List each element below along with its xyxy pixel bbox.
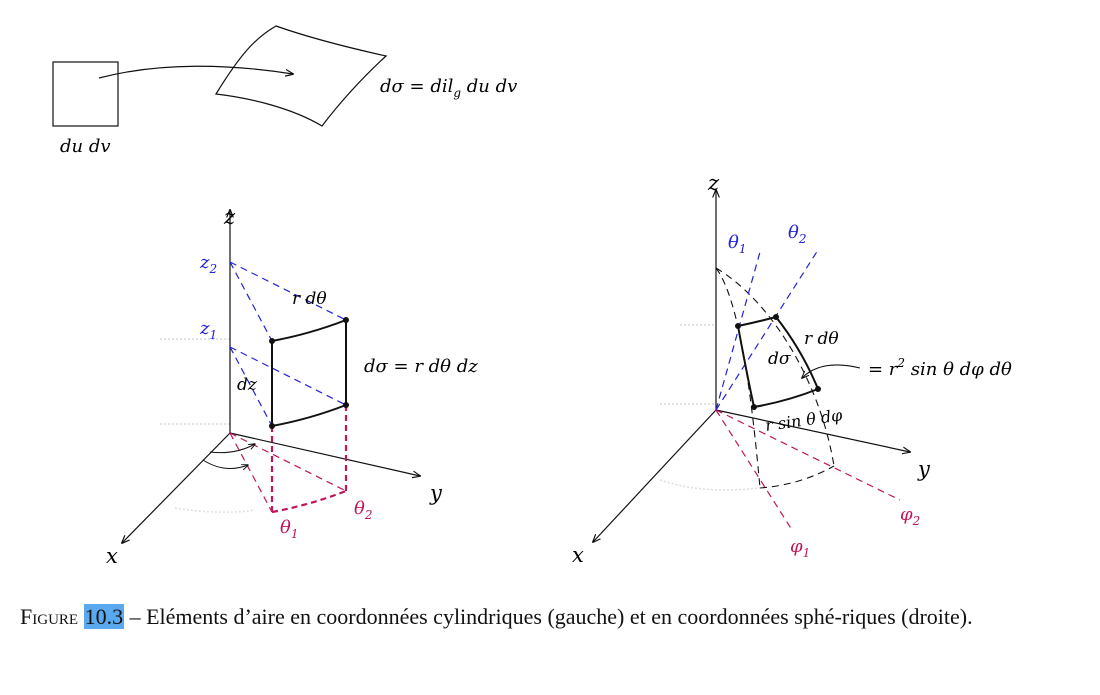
theta1-ray <box>715 251 761 411</box>
z-axis-label: z <box>223 205 236 229</box>
x-axis-label: x <box>106 544 118 568</box>
patch-vertex <box>773 314 779 320</box>
patch-vertex <box>269 338 275 344</box>
mapping-arrow <box>98 65 293 79</box>
z-axis-label: z <box>707 171 720 195</box>
spherical-diagram: z x y θ1 θ2 φ1 φ2 <box>572 171 1012 567</box>
dz-label: dz <box>237 375 258 395</box>
theta2-ray <box>229 432 347 492</box>
y-axis-label: y <box>429 481 443 505</box>
z1-line-front <box>229 346 273 427</box>
figure-caption: Figure 10.3 – Eléments d’aire en coordon… <box>20 600 1080 634</box>
r-sin-theta-dphi-label: r sin θ dφ <box>764 405 844 435</box>
square-label: du dv <box>60 136 111 157</box>
patch-vertex <box>735 323 741 329</box>
patch-vertex <box>269 423 275 429</box>
patch-vertex <box>815 386 821 392</box>
caption-text: – Eléments d’aire en coordonnées cylindr… <box>124 604 973 629</box>
theta2-label: θ2 <box>788 222 806 246</box>
figure-number-link[interactable]: 10.3 <box>83 604 125 629</box>
x-axis <box>122 432 231 543</box>
theta1-ray <box>229 432 273 513</box>
parametrization-diagram: du dv dσ = dilg du dv <box>52 25 517 157</box>
z2-label: z2 <box>199 252 217 276</box>
phi2-label: φ2 <box>900 504 920 528</box>
phi2-ray <box>715 409 901 501</box>
y-axis-label: y <box>917 457 931 481</box>
meridian-arc-2 <box>715 267 835 467</box>
surface-element-formula: dσ = dilg du dv <box>380 76 517 100</box>
patch-bottom-arc <box>271 404 347 427</box>
z1-line-back <box>229 346 347 406</box>
theta2-ray <box>715 249 819 411</box>
z1-label: z1 <box>199 318 217 342</box>
parallel-arc <box>759 465 835 489</box>
figure-word: Figure <box>20 604 79 629</box>
z2-line-back <box>229 261 347 321</box>
projection-arc <box>271 489 347 514</box>
r-dtheta-label: r dθ <box>804 329 839 349</box>
angle-arc-theta2 <box>209 444 255 454</box>
faint-guide <box>659 479 761 491</box>
surface-patch <box>214 25 388 127</box>
theta1-label: θ1 <box>280 517 298 541</box>
patch-left-edge <box>737 325 755 408</box>
cylindrical-area-formula: dσ = r dθ dz <box>364 356 478 377</box>
formula-pointer-arrow <box>802 364 861 378</box>
r-dtheta-label: r dθ <box>292 289 327 309</box>
x-axis-label: x <box>572 543 584 567</box>
theta2-label: θ2 <box>354 498 372 522</box>
patch-vertex <box>343 317 349 323</box>
x-axis <box>593 409 717 542</box>
theta1-label: θ1 <box>728 232 746 256</box>
patch-right-edge <box>775 316 819 390</box>
patch-vertex <box>343 402 349 408</box>
patch-top-arc <box>271 319 347 342</box>
parameter-square <box>52 61 119 127</box>
patch-vertex <box>751 404 757 410</box>
meridian-arc-1 <box>715 267 761 489</box>
patch-bottom-edge <box>753 388 819 408</box>
figure-diagram: du dv dσ = dilg du dv z x y z2 z1 <box>52 25 1012 568</box>
dsigma-label: dσ <box>768 349 791 369</box>
y-axis <box>715 409 910 452</box>
cylindrical-diagram: z x y z2 z1 θ1 θ2 <box>106 205 478 568</box>
patch-top-edge <box>737 316 777 327</box>
angle-arc-theta1 <box>202 459 248 469</box>
spherical-area-formula: = r2 sin θ dφ dθ <box>868 356 1012 380</box>
y-axis <box>229 432 420 476</box>
z2-line-front <box>229 261 273 342</box>
phi1-label: φ1 <box>790 536 810 560</box>
faint-guide <box>174 507 256 513</box>
